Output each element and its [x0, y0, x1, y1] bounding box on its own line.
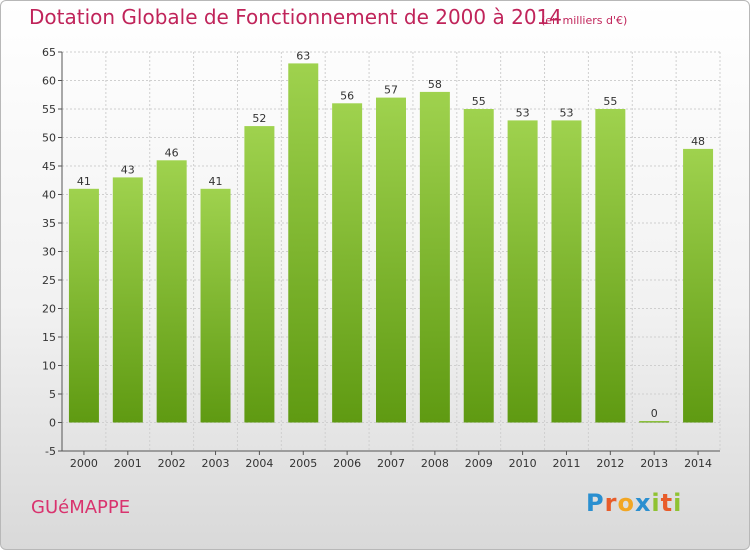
y-tick-label: 50: [42, 132, 56, 145]
bar-2009: [463, 109, 494, 423]
x-tick-label-2003: 2003: [202, 457, 230, 470]
x-tick-label-2000: 2000: [70, 457, 98, 470]
bar-2004: [244, 126, 275, 423]
y-tick-label: 30: [42, 246, 56, 259]
x-tick-label-2001: 2001: [114, 457, 142, 470]
x-tick-label-2006: 2006: [333, 457, 361, 470]
bar-2013: [639, 421, 670, 423]
bar-2002: [156, 160, 187, 423]
chart-title: Dotation Globale de Fonctionnement de 20…: [29, 5, 562, 29]
x-tick-label-2010: 2010: [509, 457, 537, 470]
x-tick-label-2012: 2012: [596, 457, 624, 470]
bar-2011: [551, 120, 582, 423]
y-tick-label: 25: [42, 274, 56, 287]
x-tick-label-2013: 2013: [640, 457, 668, 470]
value-label-2008: 58: [428, 78, 442, 91]
value-label-2001: 43: [121, 163, 135, 176]
x-tick-label-2011: 2011: [552, 457, 580, 470]
y-tick-label: 0: [49, 417, 56, 430]
value-labels: 41 43 46 41 52 63 56 57 58 55 53 53 55 0 48: [77, 49, 705, 420]
x-tick-label-2009: 2009: [465, 457, 493, 470]
value-label-2007: 57: [384, 84, 398, 97]
bar-2007: [376, 97, 406, 423]
value-label-2010: 53: [516, 106, 530, 119]
y-tick-label: 35: [42, 217, 56, 230]
value-label-2002: 46: [165, 146, 179, 159]
value-label-2004: 52: [252, 112, 266, 125]
x-tick-label-2002: 2002: [158, 457, 186, 470]
x-tick-label-2005: 2005: [289, 457, 317, 470]
y-tick-label: 45: [42, 160, 56, 173]
y-tick-label: 5: [49, 388, 56, 401]
commune-name: GUéMAPPE: [31, 497, 131, 518]
value-label-2013: 0: [651, 407, 658, 420]
x-tick-label-2014: 2014: [684, 457, 712, 470]
y-tick-label: 40: [42, 189, 56, 202]
bar-2000: [68, 188, 99, 423]
value-label-2012: 55: [603, 95, 617, 108]
value-label-2005: 63: [296, 49, 310, 62]
bars: [68, 63, 714, 423]
y-tick-label: 10: [42, 360, 56, 373]
axes: -5 0 5 10 15 20 25 30 35 40 45 50 55 60 65 2000 2001 2002…: [42, 46, 720, 470]
x-tick-label-2008: 2008: [421, 457, 449, 470]
x-tick-label-2007: 2007: [377, 457, 405, 470]
y-tick-label: 65: [42, 46, 56, 59]
value-label-2000: 41: [77, 175, 91, 188]
chart-unit: (en milliers d'€): [541, 14, 628, 27]
y-tick-label: 20: [42, 303, 56, 316]
bar-2008: [419, 91, 450, 423]
value-label-2009: 55: [472, 95, 486, 108]
bar-2006: [332, 103, 363, 423]
bar-2014: [683, 148, 714, 423]
x-tick-label-2004: 2004: [245, 457, 273, 470]
y-tick-label: -5: [45, 445, 56, 458]
y-tick-label: 55: [42, 103, 56, 116]
bar-2012: [595, 109, 626, 423]
value-label-2011: 53: [559, 106, 573, 119]
value-label-2003: 41: [209, 175, 223, 188]
bar-2001: [112, 177, 143, 423]
y-tick-label: 60: [42, 75, 56, 88]
value-label-2014: 48: [691, 135, 705, 148]
value-label-2006: 56: [340, 89, 354, 102]
bar-2005: [288, 63, 319, 423]
proxiti-logo: Proxiti: [586, 489, 683, 517]
bar-2003: [200, 188, 231, 423]
bar-2010: [507, 120, 538, 423]
y-tick-label: 15: [42, 331, 56, 344]
